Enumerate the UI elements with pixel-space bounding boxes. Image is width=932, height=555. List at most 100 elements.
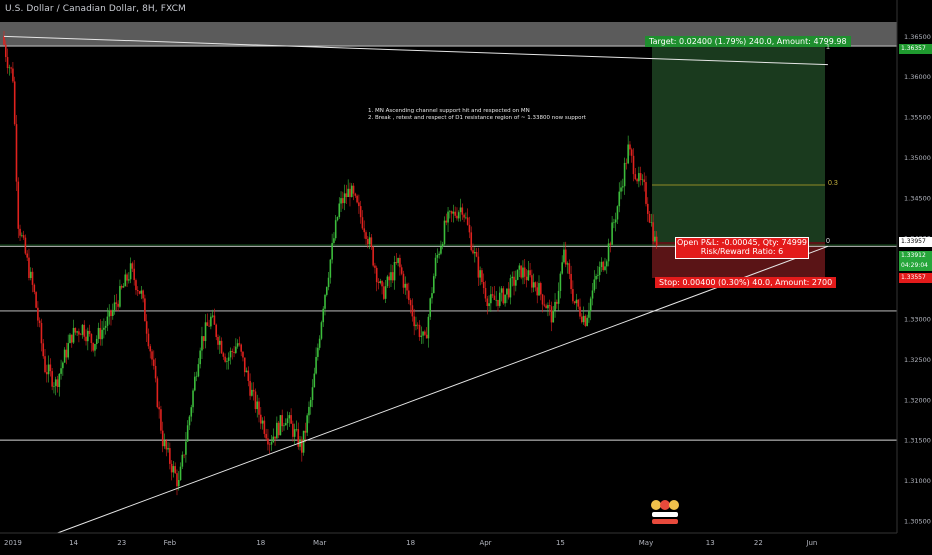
candle-body (507, 288, 510, 298)
candle-body (579, 306, 581, 317)
candle-body (509, 278, 512, 298)
countdown-tag: 04:29:04 (899, 261, 932, 271)
candle-body (65, 349, 68, 358)
candle-body (577, 299, 580, 307)
candle-body (274, 436, 276, 439)
candle-body (511, 276, 514, 279)
candle-body (49, 364, 52, 372)
candle-body (541, 294, 544, 305)
candle-body (525, 276, 528, 281)
entry-price-tag: 1.33957 (899, 237, 932, 247)
candle-body (486, 298, 489, 307)
candle-body (236, 343, 239, 347)
candle-body (192, 390, 194, 408)
candle-body (429, 298, 432, 317)
candle-body (149, 346, 152, 352)
candle-body (190, 407, 193, 417)
candle-body (204, 322, 207, 342)
candle-body (374, 265, 376, 268)
candle-body (129, 263, 132, 280)
x-tick-label: Jun (805, 539, 817, 547)
fib-label-0: 0 (826, 238, 830, 245)
candle-body (491, 294, 494, 296)
candle-body (106, 316, 109, 326)
candle-body (441, 243, 444, 247)
candle-body (454, 211, 456, 216)
candle-body (365, 232, 367, 239)
candle-body (427, 316, 430, 339)
candle-body (354, 193, 357, 196)
y-tick-label: 1.34500 (904, 194, 931, 202)
candle-body (516, 269, 519, 280)
pnl-box[interactable]: Open P&L: -0.00045, Qty: 74999 Risk/Rewa… (675, 237, 809, 259)
x-tick-label: 22 (754, 539, 763, 547)
candle-body (120, 286, 123, 288)
candle-body (78, 331, 80, 335)
candle-body (597, 275, 599, 276)
x-tick-label: 15 (556, 539, 565, 547)
candle-body (301, 439, 303, 453)
candle-body (568, 263, 571, 274)
candle-body (506, 288, 508, 295)
candle-body (440, 246, 442, 254)
candle-body (163, 440, 166, 447)
candle-body (561, 262, 563, 274)
candle-body (104, 325, 107, 328)
candle-body (154, 365, 157, 379)
candle-body (479, 270, 481, 278)
candle-body (564, 249, 567, 265)
candle-body (28, 257, 30, 279)
candle-body (79, 334, 82, 336)
candle-body (609, 243, 612, 245)
candle-body (474, 251, 476, 254)
candle-body (229, 350, 232, 358)
candle-body (363, 228, 366, 233)
candle-body (556, 301, 558, 304)
candle-body (12, 68, 14, 82)
candle-body (636, 179, 638, 182)
candle-body (197, 364, 200, 377)
candle-body (58, 373, 61, 387)
candle-body (472, 250, 474, 254)
candle-body (297, 429, 300, 447)
candle-body (315, 356, 317, 374)
candle-body (575, 299, 578, 304)
candle-body (383, 286, 385, 299)
candle-body (436, 254, 439, 258)
candle-body (56, 379, 59, 387)
candle-body (482, 282, 485, 289)
descending-trendline (3, 35, 828, 66)
candle-body (213, 315, 216, 325)
candle-body (520, 265, 522, 278)
candle-body (185, 441, 187, 455)
fib-label-1: 1 (826, 44, 830, 51)
candle-body (554, 301, 556, 311)
candle-body (370, 237, 373, 248)
candle-body (582, 315, 585, 323)
candle-body (475, 251, 478, 257)
candle-body (632, 155, 635, 175)
candle-body (210, 316, 212, 327)
y-tick-label: 1.31000 (904, 477, 931, 485)
candle-body (356, 195, 358, 203)
candle-body (445, 220, 448, 223)
time-axis[interactable] (0, 533, 932, 550)
candle-body (534, 282, 537, 288)
candle-body (15, 124, 18, 182)
candle-body (268, 444, 271, 446)
candle-body (611, 222, 613, 245)
candle-body (333, 238, 335, 243)
candle-body (277, 422, 280, 436)
candle-body (218, 340, 221, 345)
candle-body (589, 298, 592, 312)
candle-body (563, 249, 565, 263)
candle-body (552, 310, 555, 323)
candle-body (602, 261, 604, 270)
candle-body (345, 193, 348, 198)
candle-body (641, 179, 644, 181)
candle-body (502, 288, 505, 304)
candle-body (108, 310, 111, 317)
candle-body (51, 371, 53, 387)
